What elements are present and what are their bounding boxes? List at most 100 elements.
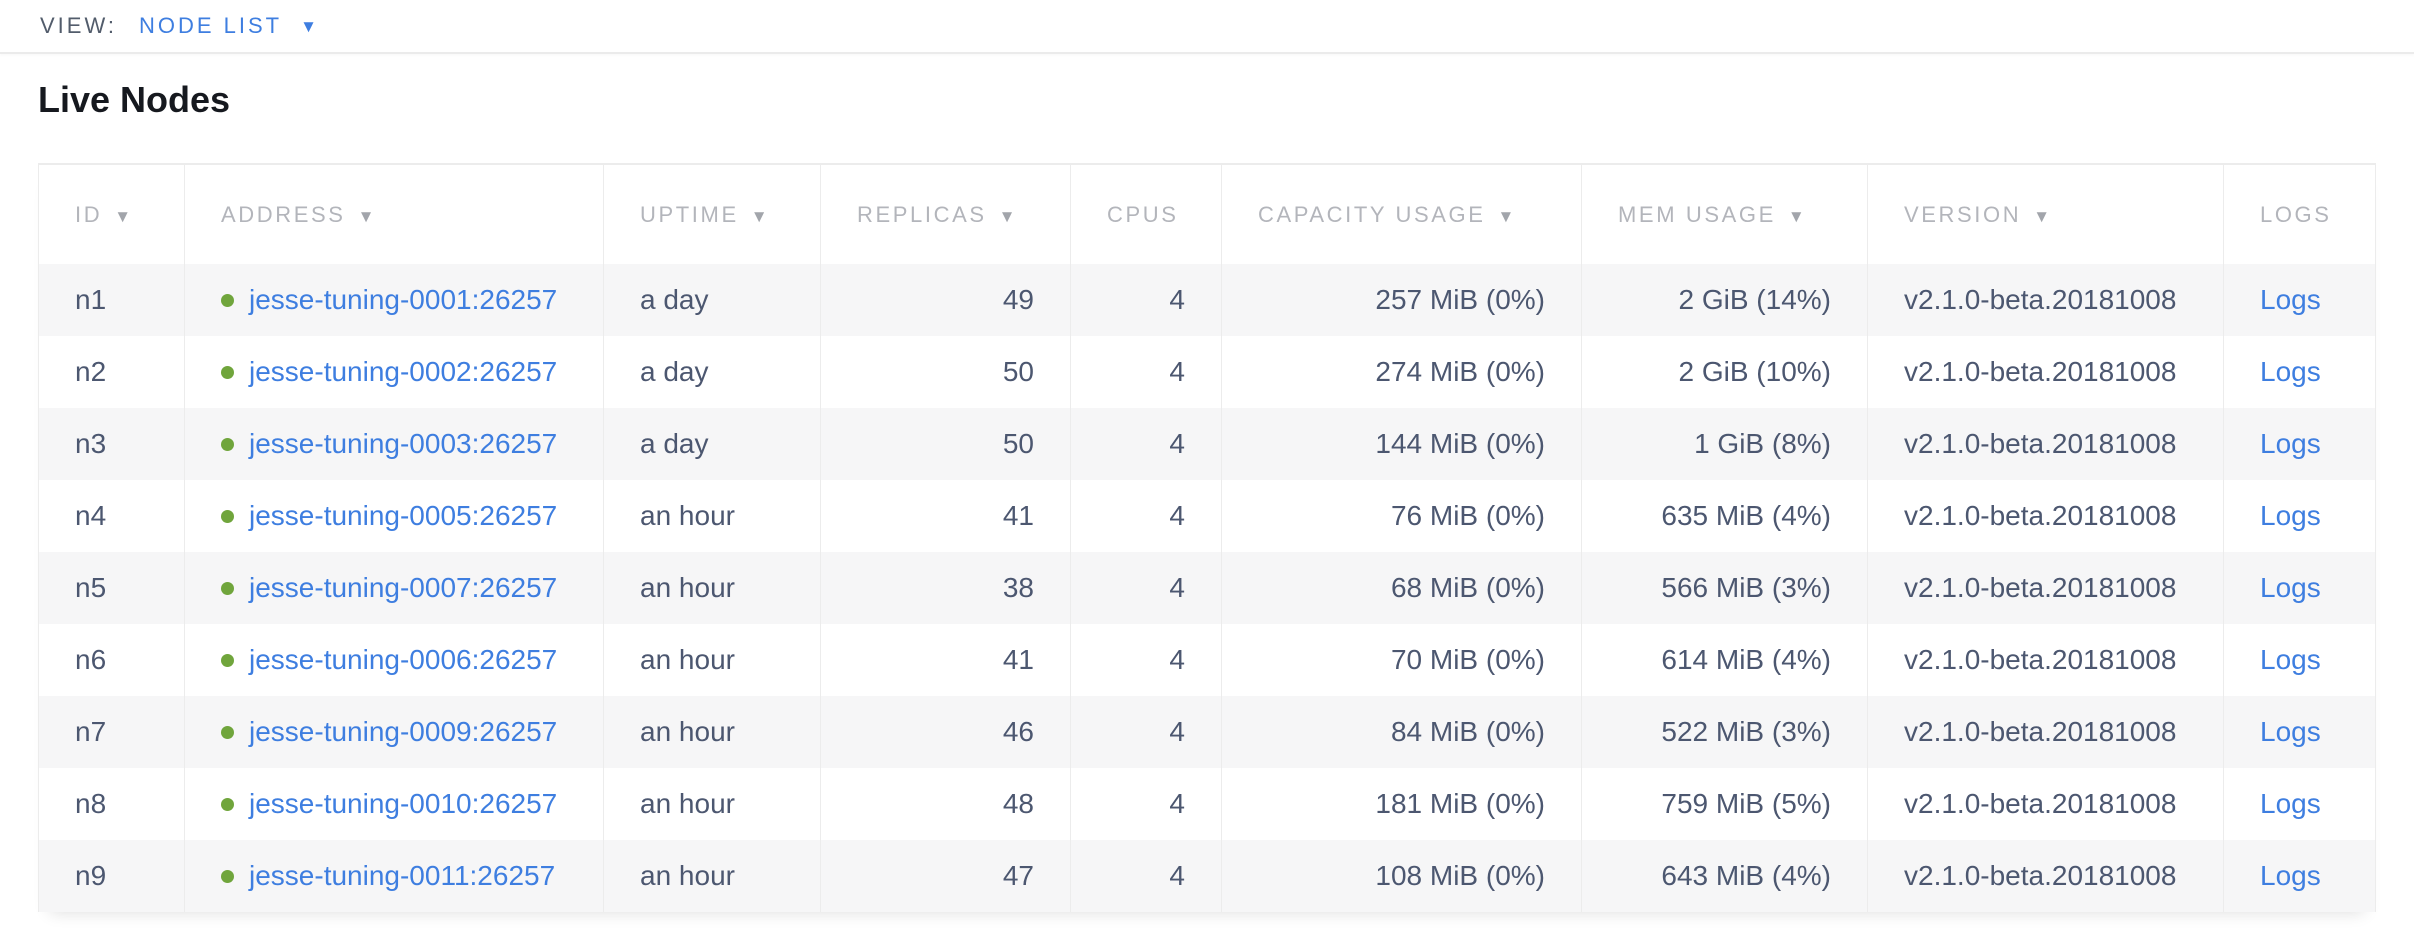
capacity-usage-cell: 274 MiB (0%) <box>1221 336 1582 408</box>
replicas-cell: 38 <box>820 552 1071 624</box>
logs-link[interactable]: Logs <box>2260 356 2321 387</box>
table-row: n9 jesse-tuning-0011:26257 an hour 47 4 … <box>38 840 2376 912</box>
table-row: n2 jesse-tuning-0002:26257 a day 50 4 27… <box>38 336 2376 408</box>
node-address-link[interactable]: jesse-tuning-0011:26257 <box>249 860 556 891</box>
uptime-cell: a day <box>603 264 821 336</box>
logs-link[interactable]: Logs <box>2260 860 2321 891</box>
node-address-cell: jesse-tuning-0001:26257 <box>184 264 604 336</box>
node-address-link[interactable]: jesse-tuning-0001:26257 <box>249 284 558 315</box>
mem-usage-cell: 759 MiB (5%) <box>1581 768 1868 840</box>
logs-link[interactable]: Logs <box>2260 428 2321 459</box>
logs-cell: Logs <box>2224 552 2376 624</box>
capacity-usage-cell: 144 MiB (0%) <box>1221 408 1582 480</box>
uptime-cell: a day <box>603 408 821 480</box>
cpus-cell: 4 <box>1070 624 1222 696</box>
column-header-uptime[interactable]: UPTIME ▼ <box>603 164 821 264</box>
logs-cell: Logs <box>2224 480 2376 552</box>
column-label: UPTIME <box>640 201 739 227</box>
capacity-usage-cell: 70 MiB (0%) <box>1221 624 1582 696</box>
mem-usage-cell: 2 GiB (14%) <box>1581 264 1868 336</box>
column-label: CAPACITY USAGE <box>1258 201 1486 227</box>
logs-link[interactable]: Logs <box>2260 716 2321 747</box>
logs-link[interactable]: Logs <box>2260 644 2321 675</box>
uptime-cell: an hour <box>603 624 821 696</box>
logs-cell: Logs <box>2224 768 2376 840</box>
cpus-cell: 4 <box>1070 336 1222 408</box>
sort-desc-icon: ▼ <box>2033 206 2053 226</box>
mem-usage-cell: 643 MiB (4%) <box>1581 840 1868 912</box>
cpus-cell: 4 <box>1070 480 1222 552</box>
logs-link[interactable]: Logs <box>2260 572 2321 603</box>
node-address-link[interactable]: jesse-tuning-0009:26257 <box>249 716 558 747</box>
column-header-replicas[interactable]: REPLICAS ▼ <box>820 164 1071 264</box>
logs-cell: Logs <box>2224 624 2376 696</box>
capacity-usage-cell: 68 MiB (0%) <box>1221 552 1582 624</box>
version-cell: v2.1.0-beta.20181008 <box>1867 480 2224 552</box>
mem-usage-cell: 566 MiB (3%) <box>1581 552 1868 624</box>
version-cell: v2.1.0-beta.20181008 <box>1867 768 2224 840</box>
uptime-cell: a day <box>603 336 821 408</box>
live-status-icon <box>221 366 234 379</box>
sort-desc-icon: ▼ <box>998 206 1019 226</box>
live-nodes-section: Live Nodes ID ▼ ADDRESS ▼ UPTIME ▼ REPLICAS… <box>0 80 2414 912</box>
table-row: n1 jesse-tuning-0001:26257 a day 49 4 25… <box>38 264 2376 336</box>
mem-usage-cell: 1 GiB (8%) <box>1581 408 1868 480</box>
replicas-cell: 41 <box>820 624 1071 696</box>
live-status-icon <box>221 870 234 883</box>
replicas-cell: 50 <box>820 408 1071 480</box>
node-id-cell: n4 <box>38 480 185 552</box>
table-row: n6 jesse-tuning-0006:26257 an hour 41 4 … <box>38 624 2376 696</box>
logs-link[interactable]: Logs <box>2260 284 2321 315</box>
logs-cell: Logs <box>2224 696 2376 768</box>
node-id-cell: n3 <box>38 408 185 480</box>
live-status-icon <box>221 798 234 811</box>
node-address-cell: jesse-tuning-0002:26257 <box>184 336 604 408</box>
logs-link[interactable]: Logs <box>2260 500 2321 531</box>
node-address-link[interactable]: jesse-tuning-0010:26257 <box>249 788 558 819</box>
sort-desc-icon: ▼ <box>750 206 771 226</box>
uptime-cell: an hour <box>603 696 821 768</box>
view-selected-value: NODE LIST <box>138 13 283 38</box>
logs-link[interactable]: Logs <box>2260 788 2321 819</box>
table-row: n5 jesse-tuning-0007:26257 an hour 38 4 … <box>38 552 2376 624</box>
column-label: VERSION <box>1904 201 2022 227</box>
replicas-cell: 49 <box>820 264 1071 336</box>
view-label: VIEW: <box>40 13 117 38</box>
node-address-link[interactable]: jesse-tuning-0007:26257 <box>249 572 558 603</box>
version-cell: v2.1.0-beta.20181008 <box>1867 336 2224 408</box>
cpus-cell: 4 <box>1070 840 1222 912</box>
node-address-link[interactable]: jesse-tuning-0002:26257 <box>249 356 558 387</box>
view-selector-dropdown[interactable]: NODE LIST ▼ <box>139 13 317 39</box>
column-label: REPLICAS <box>857 201 987 227</box>
view-topbar: VIEW: NODE LIST ▼ <box>0 0 2414 54</box>
node-address-link[interactable]: jesse-tuning-0005:26257 <box>249 500 558 531</box>
uptime-cell: an hour <box>603 480 821 552</box>
node-address-link[interactable]: jesse-tuning-0003:26257 <box>249 428 558 459</box>
capacity-usage-cell: 76 MiB (0%) <box>1221 480 1582 552</box>
cpus-cell: 4 <box>1070 696 1222 768</box>
node-id-cell: n9 <box>38 840 185 912</box>
column-header-logs: LOGS <box>2223 164 2376 264</box>
column-header-mem-usage[interactable]: MEM USAGE ▼ <box>1581 164 1868 264</box>
node-id-cell: n1 <box>38 264 185 336</box>
column-header-id[interactable]: ID ▼ <box>38 164 185 264</box>
node-address-cell: jesse-tuning-0009:26257 <box>184 696 604 768</box>
mem-usage-cell: 522 MiB (3%) <box>1581 696 1868 768</box>
column-header-version[interactable]: VERSION ▼ <box>1867 164 2224 264</box>
live-status-icon <box>221 294 234 307</box>
logs-cell: Logs <box>2224 408 2376 480</box>
cpus-cell: 4 <box>1070 768 1222 840</box>
sort-desc-icon: ▼ <box>1497 206 1517 226</box>
logs-cell: Logs <box>2224 840 2376 912</box>
node-id-cell: n6 <box>38 624 185 696</box>
nodes-table-card: ID ▼ ADDRESS ▼ UPTIME ▼ REPLICAS ▼ CPUS CAPA… <box>38 163 2376 912</box>
node-address-cell: jesse-tuning-0006:26257 <box>184 624 604 696</box>
node-id-cell: n7 <box>38 696 185 768</box>
column-header-address[interactable]: ADDRESS ▼ <box>184 164 604 264</box>
table-row: n7 jesse-tuning-0009:26257 an hour 46 4 … <box>38 696 2376 768</box>
version-cell: v2.1.0-beta.20181008 <box>1867 840 2224 912</box>
node-address-link[interactable]: jesse-tuning-0006:26257 <box>249 644 558 675</box>
mem-usage-cell: 614 MiB (4%) <box>1581 624 1868 696</box>
column-header-capacity-usage[interactable]: CAPACITY USAGE ▼ <box>1221 164 1582 264</box>
version-cell: v2.1.0-beta.20181008 <box>1867 408 2224 480</box>
